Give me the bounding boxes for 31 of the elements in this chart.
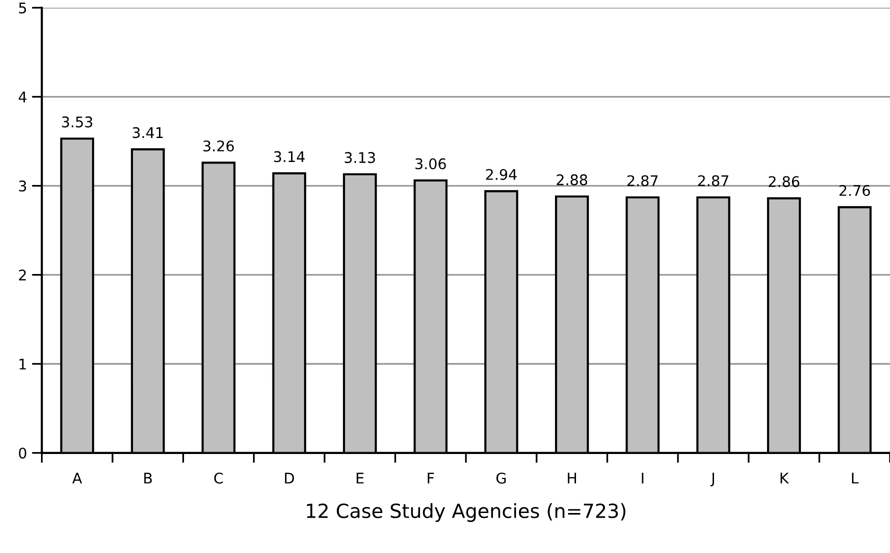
x-axis-title: 12 Case Study Agencies (n=723): [306, 503, 626, 522]
x-tick-label: A: [72, 472, 82, 484]
x-tick-label: J: [710, 472, 714, 486]
y-tick-label: 1: [20, 358, 26, 370]
x-tick-label: F: [428, 472, 434, 484]
x-tick-label: D: [285, 472, 294, 484]
x-tick-label: I: [642, 472, 644, 484]
y-tick-label: 0: [18, 448, 26, 459]
data-label: 2.76: [839, 184, 870, 196]
data-label: 2.87: [627, 175, 658, 186]
data-label: 3.41: [132, 127, 163, 138]
x-tick-label: H: [568, 472, 576, 484]
y-tick-label: 4: [18, 92, 26, 102]
x-tick-label: C: [214, 472, 223, 484]
data-label: 3.13: [344, 152, 375, 164]
data-label: 3.53: [62, 116, 92, 128]
y-tick-label: 2: [19, 270, 26, 280]
data-label: 3.06: [415, 158, 446, 170]
x-tick-label: K: [780, 472, 790, 484]
data-label: 2.88: [556, 174, 588, 186]
data-label: 2.87: [698, 175, 728, 186]
x-tick-label: B: [144, 472, 152, 484]
data-label: 2.86: [768, 176, 800, 188]
data-label: 3.26: [203, 140, 234, 152]
y-tick-label: 5: [19, 2, 26, 14]
x-tick-label: E: [356, 472, 364, 484]
x-tick-label: G: [496, 472, 506, 484]
x-tick-label: L: [852, 472, 859, 484]
data-label: 3.14: [274, 151, 305, 162]
data-label: 2.94: [486, 168, 517, 180]
y-tick-label: 3: [19, 180, 26, 192]
